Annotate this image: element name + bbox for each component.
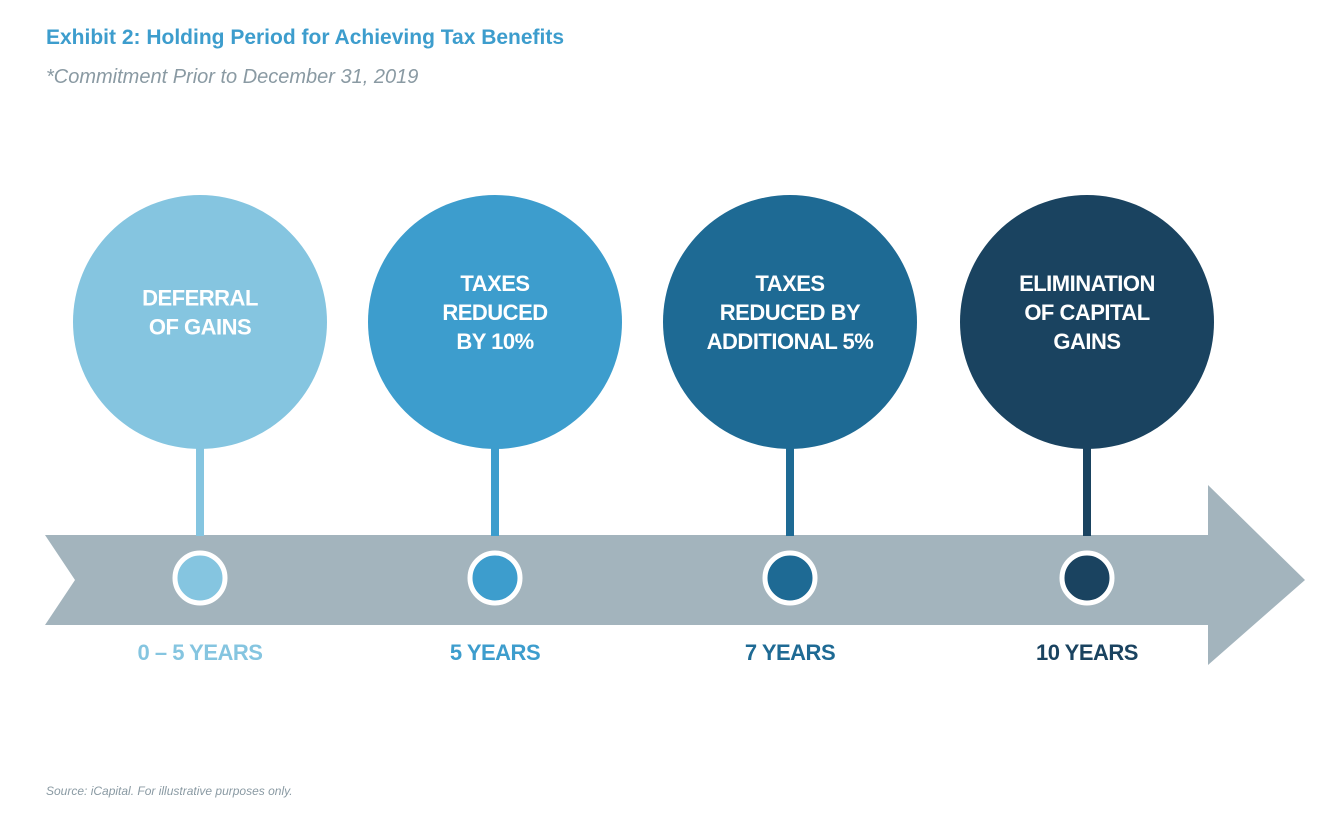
stage-circle	[960, 195, 1214, 449]
timeline-dot	[467, 550, 523, 606]
stem	[786, 440, 794, 536]
stage-label: TAXES	[755, 271, 824, 296]
stages: DEFERRAL OF GAINS 0 – 5 YEARS TAXES REDUCED B…	[73, 195, 1214, 665]
stage-label: REDUCED BY	[720, 300, 861, 325]
timeline-dot	[762, 550, 818, 606]
timeline-dot	[1059, 550, 1115, 606]
timeline-arrow	[45, 485, 1305, 665]
stage-label: BY 10%	[456, 329, 533, 354]
stage-label: TAXES	[460, 271, 529, 296]
stage-circle	[663, 195, 917, 449]
stage-label: REDUCED	[442, 300, 547, 325]
stem	[491, 440, 499, 536]
stem	[196, 440, 204, 536]
stage-circle	[368, 195, 622, 449]
stage-label: GAINS	[1053, 329, 1120, 354]
subtitle: *Commitment Prior to December 31, 2019	[46, 66, 418, 88]
stage-label: DEFERRAL	[142, 285, 258, 310]
source: Source: iCapital. For illustrative purpo…	[46, 784, 293, 798]
stem	[1083, 440, 1091, 536]
title: Exhibit 2: Holding Period for Achieving …	[46, 26, 564, 49]
stage-label: ELIMINATION	[1019, 271, 1155, 296]
period-label: 5 YEARS	[450, 640, 540, 665]
stage-label: ADDITIONAL 5%	[707, 329, 874, 354]
timeline-dot	[172, 550, 228, 606]
period-label: 10 YEARS	[1036, 640, 1138, 665]
stage-label: OF CAPITAL	[1024, 300, 1149, 325]
stage-circle	[73, 195, 327, 449]
stage-label: OF GAINS	[149, 314, 251, 339]
period-label: 7 YEARS	[745, 640, 835, 665]
period-label: 0 – 5 YEARS	[138, 640, 263, 665]
